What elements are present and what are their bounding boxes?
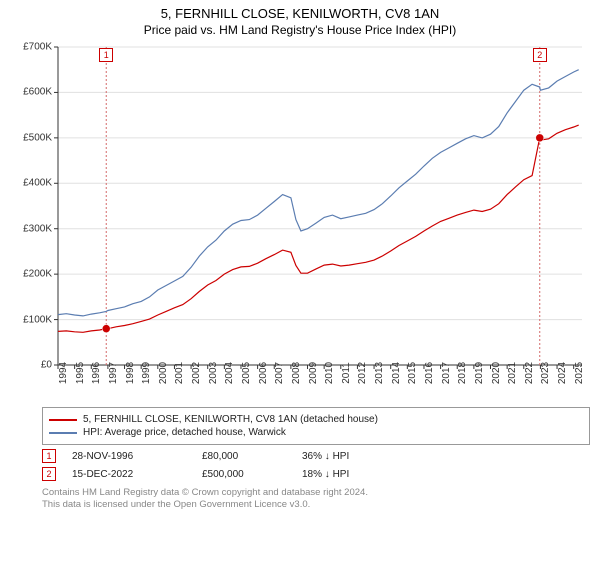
x-tick-label: 2025	[574, 362, 585, 384]
event-pct: 36% ↓ HPI	[302, 451, 422, 462]
legend-swatch	[49, 419, 77, 421]
x-tick-label: 1999	[141, 362, 152, 384]
legend-item: HPI: Average price, detached house, Warw…	[49, 427, 583, 438]
y-tick-label: £500K	[23, 132, 52, 143]
x-tick-label: 2006	[258, 362, 269, 384]
event-date: 28-NOV-1996	[72, 451, 202, 462]
x-tick-label: 2004	[224, 362, 235, 384]
legend-swatch	[49, 432, 77, 434]
y-tick-label: £300K	[23, 223, 52, 234]
event-pct: 18% ↓ HPI	[302, 469, 422, 480]
x-tick-label: 2005	[241, 362, 252, 384]
legend-label: HPI: Average price, detached house, Warw…	[83, 427, 286, 438]
x-tick-label: 1998	[125, 362, 136, 384]
event-marker-1: 1	[42, 449, 56, 463]
x-tick-label: 2024	[557, 362, 568, 384]
legend-label: 5, FERNHILL CLOSE, KENILWORTH, CV8 1AN (…	[83, 414, 378, 425]
x-tick-label: 1996	[91, 362, 102, 384]
footnote-line: This data is licensed under the Open Gov…	[42, 499, 590, 511]
x-tick-label: 2003	[208, 362, 219, 384]
chart-container: £0 £100K £200K £300K £400K £500K £600K £700K 19…	[10, 41, 590, 401]
legend: 5, FERNHILL CLOSE, KENILWORTH, CV8 1AN (…	[42, 407, 590, 445]
legend-item: 5, FERNHILL CLOSE, KENILWORTH, CV8 1AN (…	[49, 414, 583, 425]
footnote-line: Contains HM Land Registry data © Crown c…	[42, 487, 590, 499]
x-tick-label: 1995	[75, 362, 86, 384]
y-tick-label: £200K	[23, 269, 52, 280]
event-row: 2 15-DEC-2022 £500,000 18% ↓ HPI	[42, 467, 590, 481]
footnote: Contains HM Land Registry data © Crown c…	[42, 487, 590, 512]
x-tick-label: 2001	[174, 362, 185, 384]
chart-title-line1: 5, FERNHILL CLOSE, KENILWORTH, CV8 1AN	[0, 6, 600, 21]
x-tick-label: 1997	[108, 362, 119, 384]
x-tick-label: 2015	[407, 362, 418, 384]
x-tick-label: 2007	[274, 362, 285, 384]
x-tick-label: 2008	[291, 362, 302, 384]
x-tick-label: 2021	[507, 362, 518, 384]
x-tick-label: 2019	[474, 362, 485, 384]
x-tick-label: 2014	[391, 362, 402, 384]
x-tick-label: 2018	[457, 362, 468, 384]
y-tick-label: £400K	[23, 178, 52, 189]
chart-event-marker: 1	[99, 48, 113, 62]
x-tick-label: 2002	[191, 362, 202, 384]
event-row: 1 28-NOV-1996 £80,000 36% ↓ HPI	[42, 449, 590, 463]
x-tick-label: 2022	[524, 362, 535, 384]
event-marker-2: 2	[42, 467, 56, 481]
y-tick-label: £100K	[23, 314, 52, 325]
chart-event-marker: 2	[533, 48, 547, 62]
x-tick-label: 2016	[424, 362, 435, 384]
x-tick-label: 2012	[357, 362, 368, 384]
x-tick-label: 2013	[374, 362, 385, 384]
y-tick-label: £700K	[23, 42, 52, 53]
line-chart	[10, 41, 590, 401]
chart-title-line2: Price paid vs. HM Land Registry's House …	[0, 23, 600, 37]
y-tick-label: £600K	[23, 87, 52, 98]
x-tick-label: 2010	[324, 362, 335, 384]
x-tick-label: 2017	[441, 362, 452, 384]
event-price: £500,000	[202, 469, 302, 480]
event-price: £80,000	[202, 451, 302, 462]
event-date: 15-DEC-2022	[72, 469, 202, 480]
events-table: 1 28-NOV-1996 £80,000 36% ↓ HPI 2 15-DEC…	[42, 449, 590, 481]
x-tick-label: 2011	[341, 362, 352, 384]
x-tick-label: 2020	[491, 362, 502, 384]
x-tick-label: 2009	[308, 362, 319, 384]
x-tick-label: 2023	[540, 362, 551, 384]
x-tick-label: 2000	[158, 362, 169, 384]
x-tick-label: 1994	[58, 362, 69, 384]
y-tick-label: £0	[41, 360, 52, 371]
